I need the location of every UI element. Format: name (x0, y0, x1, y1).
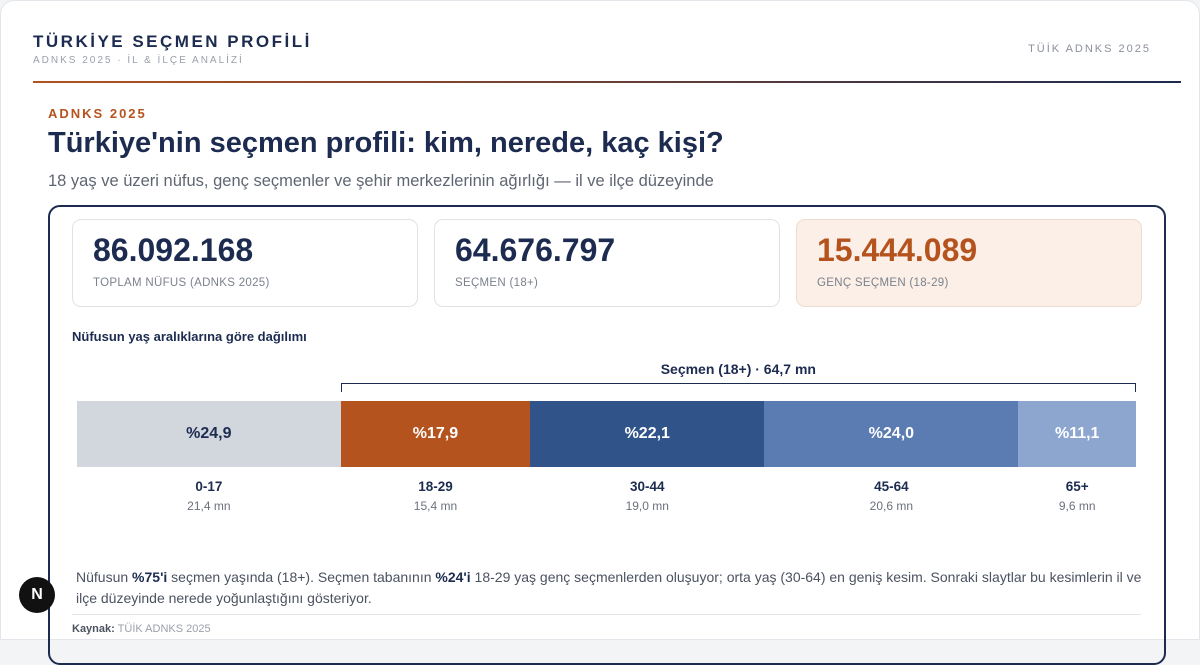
kpi-value: 86.092.168 (93, 232, 254, 268)
kpi-value: 15.444.089 (817, 232, 978, 268)
bar-segment: %17,9 (340, 401, 531, 467)
kpi-card: 86.092.168 TOPLAM NÜFUS (ADNKS 2025) (72, 219, 418, 307)
eyebrow: ADNKS 2025 (48, 106, 147, 121)
segment-label: 30-44 (630, 479, 665, 494)
header-rule (33, 81, 1181, 83)
segment-count: 15,4 mn (413, 499, 458, 513)
segment-count: 20,6 mn (869, 499, 914, 513)
bar-segment: %22,1 (530, 401, 765, 467)
source-text: TÜİK ADNKS 2025 (117, 623, 211, 635)
segment-count: 19,0 mn (625, 499, 669, 513)
dev-badge[interactable]: N (19, 577, 55, 613)
header-title: TÜRKİYE SEÇMEN PROFİLİ (33, 32, 312, 51)
segment-label: 0-17 (195, 479, 223, 494)
slide-title: Türkiye'nin seçmen profili: kim, nerede,… (48, 127, 724, 159)
bar-segment: %11,1 (1018, 401, 1136, 467)
kpi-value: 64.676.797 (455, 232, 616, 268)
slide-subtitle: 18 yaş ve üzeri nüfus, genç seçmenler ve… (48, 172, 714, 190)
source: Kaynak: TÜİK ADNKS 2025 (72, 623, 211, 635)
bar-segment: %24,0 (764, 401, 1019, 467)
segment-label: 65+ (1065, 479, 1089, 494)
kpi-card: 64.676.797 SEÇMEN (18+) (434, 219, 780, 307)
kpi-card: 15.444.089 GENÇ SEÇMEN (18-29) (796, 219, 1142, 307)
bracket-label: Seçmen (18+) · 64,7 mn (660, 361, 816, 377)
segment-label: 45-64 (874, 479, 909, 494)
segment-label: 18-29 (418, 479, 453, 494)
source-label: Kaynak: (72, 623, 115, 635)
note-text: seçmen yaşında (18+). Seçmen tabanının (167, 569, 436, 585)
bar-segment: %24,9 (77, 401, 341, 467)
chart-title: Nüfusun yaş aralıklarına göre dağılımı (72, 329, 307, 344)
note-emphasis: %75'i (132, 569, 168, 585)
kpi-label: GENÇ SEÇMEN (18-29) (817, 277, 949, 289)
header-subtitle: ADNKS 2025 · İL & İLÇE ANALİZİ (33, 55, 244, 66)
segment-count: 21,4 mn (187, 499, 231, 513)
segment-count: 9,6 mn (1058, 499, 1096, 513)
kpi-label: SEÇMEN (18+) (455, 277, 539, 289)
note: Nüfusun %75'i seçmen yaşında (18+). Seçm… (76, 567, 1146, 609)
note-text: 18-29 yaş genç seçmenlerden oluşuyor; or… (76, 569, 1142, 606)
note-text: Nüfusun (76, 569, 133, 585)
bracket (340, 383, 1136, 392)
source-tag: TÜİK ADNKS 2025 (1028, 43, 1151, 55)
note-emphasis: %24'i (435, 569, 471, 585)
kpi-label: TOPLAM NÜFUS (ADNKS 2025) (93, 277, 270, 289)
divider (72, 614, 1141, 615)
